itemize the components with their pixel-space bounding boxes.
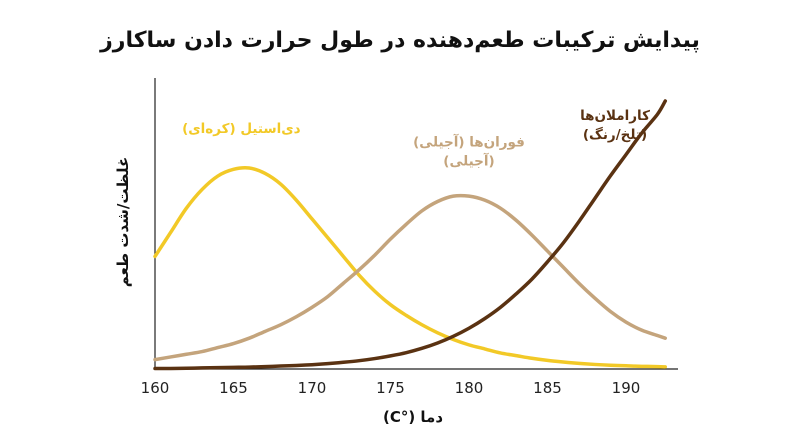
x-tick-label: 160	[141, 379, 170, 397]
x-tick-label: 170	[298, 379, 327, 397]
x-tick-label: 190	[612, 379, 641, 397]
x-tick-label: 165	[219, 379, 248, 397]
furans-line	[153, 193, 667, 362]
series-lines	[153, 99, 667, 371]
furans-label: فوران‌ها (آجیلی) (آجیلی)	[413, 134, 525, 170]
chart-title: پیدایش ترکیبات طعم‌دهنده در طول حرارت دا…	[99, 28, 700, 53]
series-label-line: (آجیلی)	[443, 153, 494, 170]
series-label-line: فوران‌ها (آجیلی)	[413, 134, 525, 151]
x-axis-label: دما (°C)	[383, 408, 443, 426]
series-annotations: دی‌استیل (کره‌ای) فوران‌ها (آجیلی) (آجیلی)…	[182, 108, 650, 170]
x-tick-label: 175	[376, 379, 405, 397]
y-axis-label: غلظت/شدت طعم	[114, 157, 132, 287]
diacetyl-label: دی‌استیل (کره‌ای)	[182, 121, 301, 137]
x-tick-label: 180	[455, 379, 484, 397]
diacetyl-line	[153, 165, 667, 369]
caramelans-label: کاراملان‌ها (تلخ/رنگ)	[580, 108, 650, 143]
series-label-line: کاراملان‌ها	[580, 108, 650, 124]
series-label-line: (تلخ/رنگ)	[583, 126, 647, 143]
x-tick-labels: 160 165 170 175 180 185 190	[141, 379, 641, 397]
series-label-line: دی‌استیل (کره‌ای)	[182, 121, 301, 137]
x-tick-label: 185	[533, 379, 562, 397]
caramelans-line	[153, 99, 667, 371]
